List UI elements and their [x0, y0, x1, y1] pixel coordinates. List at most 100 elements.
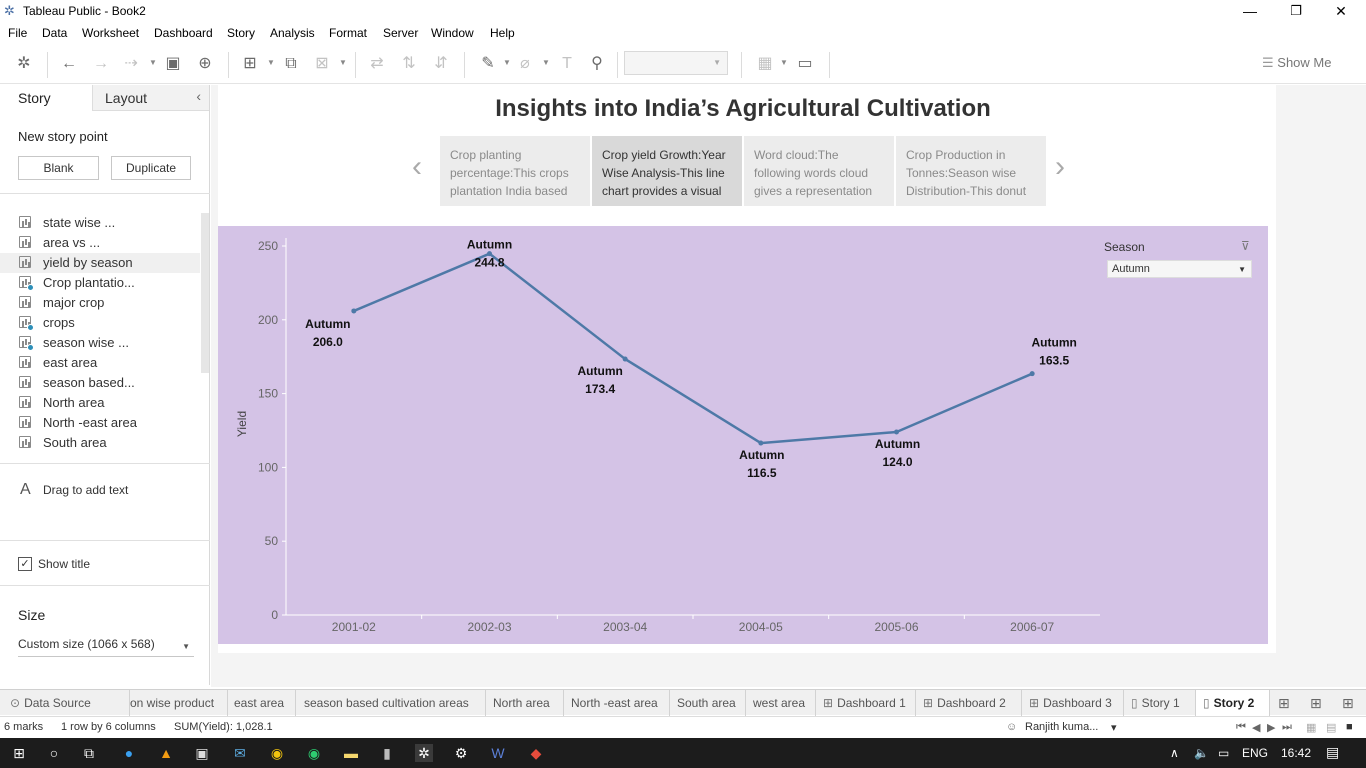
tab-west-area[interactable]: west area: [746, 690, 816, 716]
chevron-down-icon[interactable]: ▾: [1111, 722, 1117, 734]
chrome-alt-icon[interactable]: ◉: [307, 745, 321, 761]
sheet-list-scrollbar[interactable]: [201, 213, 209, 373]
sheet-list-item[interactable]: yield by season: [0, 253, 200, 273]
menu-window[interactable]: Window: [431, 26, 474, 40]
vlc-icon[interactable]: ▲: [159, 745, 173, 761]
show-me-button[interactable]: ☰ Show Me: [1262, 55, 1332, 70]
replace-data-icon[interactable]: ⇢: [124, 55, 138, 72]
sheet-list-item[interactable]: North -east area: [0, 413, 200, 433]
sort-ascending-icon[interactable]: ⇅: [402, 55, 416, 72]
prev-story-point-icon[interactable]: ‹: [412, 150, 422, 183]
new-worksheet-icon[interactable]: ⊞: [243, 55, 257, 72]
next-sheet-icon[interactable]: ▶: [1267, 722, 1276, 734]
redo-icon[interactable]: →: [93, 55, 109, 72]
group-members-icon[interactable]: ⌀: [520, 55, 530, 72]
network-icon[interactable]: ▭: [1218, 746, 1230, 760]
search-icon[interactable]: ○: [49, 745, 59, 761]
presentation-mode-icon[interactable]: ▭: [797, 55, 813, 72]
drag-to-add-text[interactable]: Drag to add text: [43, 483, 129, 497]
store-icon[interactable]: ▣: [195, 745, 209, 761]
tab-layout[interactable]: Layout ‹: [92, 85, 209, 111]
data-point[interactable]: [894, 429, 899, 435]
sheet-list-item[interactable]: state wise ...: [0, 213, 200, 233]
tab-dashboard-1[interactable]: ⊞ Dashboard 1: [816, 690, 916, 716]
chevron-down-icon[interactable]: ▼: [503, 58, 511, 67]
language-indicator[interactable]: ENG: [1242, 746, 1269, 760]
notifications-icon[interactable]: ▤: [1326, 744, 1340, 760]
clear-sheet-icon[interactable]: ⊠: [315, 55, 329, 72]
chevron-down-icon[interactable]: ▼: [542, 58, 550, 67]
show-cards-icon[interactable]: ▦: [757, 55, 773, 72]
next-story-point-icon[interactable]: ›: [1055, 150, 1065, 183]
close-button[interactable]: ✕: [1335, 3, 1347, 19]
size-select[interactable]: Custom size (1066 x 568) ▼: [18, 637, 194, 657]
show-title-checkbox[interactable]: ✓: [18, 557, 32, 571]
chevron-up-icon[interactable]: ∧: [1170, 746, 1179, 760]
tab-dashboard-2[interactable]: ⊞ Dashboard 2: [916, 690, 1022, 716]
chevron-down-icon[interactable]: ▼: [339, 58, 347, 67]
tableau-taskbar-icon[interactable]: ✲: [415, 744, 433, 762]
usb-icon[interactable]: ▮: [383, 745, 391, 761]
user-name[interactable]: Ranjith kuma...: [1025, 721, 1099, 733]
menu-analysis[interactable]: Analysis: [270, 26, 315, 40]
menu-format[interactable]: Format: [329, 26, 368, 40]
sheet-list-item[interactable]: North area: [0, 393, 200, 413]
file-explorer-icon[interactable]: ▬: [344, 745, 358, 761]
task-view-icon[interactable]: ⧉: [84, 745, 94, 761]
data-point[interactable]: [758, 440, 764, 446]
new-dashboard-icon[interactable]: ⊞: [1310, 695, 1322, 711]
sheet-list-item[interactable]: major crop: [0, 293, 200, 313]
show-tabs-icon[interactable]: ■: [1346, 721, 1353, 733]
fit-select[interactable]: ▼: [624, 51, 728, 75]
new-data-source-icon[interactable]: ⊕: [198, 55, 212, 72]
sheet-list-item[interactable]: east area: [0, 353, 200, 373]
tab-season-based-cultivation-areas[interactable]: season based cultivation areas: [296, 690, 486, 716]
windows-start-icon[interactable]: ⊞: [13, 745, 25, 761]
sheet-list-item[interactable]: area vs ...: [0, 233, 200, 253]
blank-button[interactable]: Blank: [18, 156, 99, 180]
last-sheet-icon[interactable]: ⏭: [1282, 721, 1292, 733]
chevron-down-icon[interactable]: ▼: [780, 58, 788, 67]
show-filmstrip-icon[interactable]: ▤: [1326, 722, 1337, 734]
story-point-3[interactable]: Word cloud:The following words cloud giv…: [744, 136, 894, 206]
menu-data[interactable]: Data: [42, 26, 68, 40]
clock[interactable]: 16:42: [1281, 746, 1312, 760]
word-icon[interactable]: W: [491, 745, 505, 761]
sheet-list-item[interactable]: season based...: [0, 373, 200, 393]
tab-east-area[interactable]: east area: [228, 690, 296, 716]
tab-on-wise-product[interactable]: on wise product: [130, 690, 228, 716]
data-point[interactable]: [351, 308, 357, 314]
tab-south-area[interactable]: South area: [670, 690, 746, 716]
save-icon[interactable]: ▣: [165, 55, 181, 72]
season-filter-select[interactable]: Autumn ▼: [1107, 260, 1252, 278]
story-point-2[interactable]: Crop yield Growth:Year Wise Analysis-Thi…: [592, 136, 742, 206]
minimize-button[interactable]: —: [1243, 3, 1257, 19]
chevron-down-icon[interactable]: ▼: [149, 58, 157, 67]
duplicate-button[interactable]: Duplicate: [111, 156, 191, 180]
tab-north-east-area[interactable]: North -east area: [564, 690, 670, 716]
paint-icon[interactable]: ◆: [530, 745, 542, 761]
undo-icon[interactable]: ←: [61, 55, 77, 72]
sort-descending-icon[interactable]: ⇵: [434, 55, 448, 72]
sheet-list-item[interactable]: crops: [0, 313, 200, 333]
restore-button[interactable]: ❐: [1290, 3, 1302, 18]
volume-icon[interactable]: 🔈: [1194, 746, 1209, 760]
tab-dashboard-3[interactable]: ⊞ Dashboard 3: [1022, 690, 1124, 716]
data-point[interactable]: [487, 251, 492, 257]
story-point-1[interactable]: Crop planting percentage:This crops plan…: [440, 136, 590, 206]
text-object-icon[interactable]: A: [20, 481, 31, 498]
tab-story-1[interactable]: ▯ Story 1: [1124, 690, 1196, 716]
sheet-list-item[interactable]: South area: [0, 433, 200, 453]
series-line[interactable]: [353, 252, 1033, 445]
prev-sheet-icon[interactable]: ◀: [1252, 722, 1261, 734]
highlight-icon[interactable]: ✎: [481, 55, 495, 72]
swap-rows-columns-icon[interactable]: ⇄: [370, 55, 384, 72]
clear-filter-icon[interactable]: ⊽: [1241, 239, 1250, 253]
tab-story-2[interactable]: ▯ Story 2: [1196, 690, 1270, 716]
story-point-4[interactable]: Crop Production in Tonnes:Season wise Di…: [896, 136, 1046, 206]
chrome-icon[interactable]: ◉: [270, 745, 284, 761]
chevron-down-icon[interactable]: ▼: [267, 58, 275, 67]
menu-story[interactable]: Story: [227, 26, 256, 40]
menu-file[interactable]: File: [8, 26, 28, 40]
data-point[interactable]: [1029, 371, 1035, 377]
